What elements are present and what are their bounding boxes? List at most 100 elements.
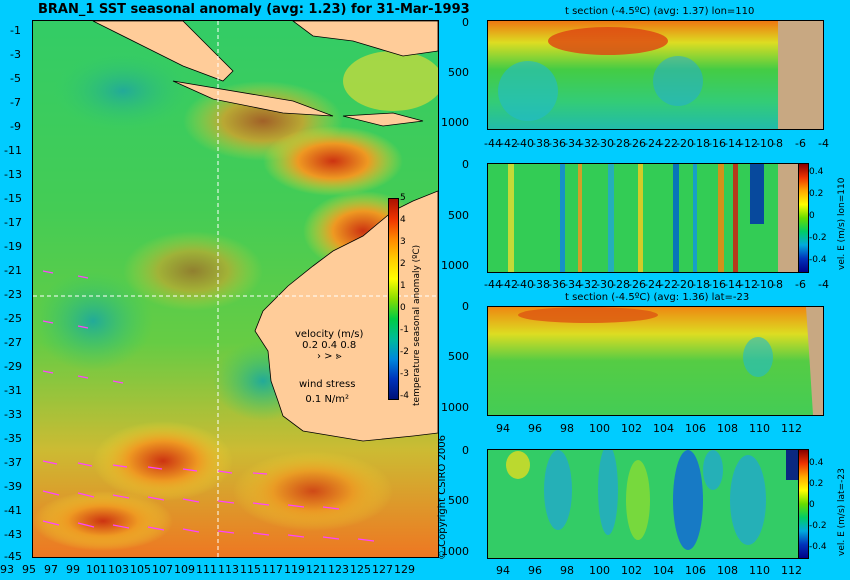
lon-tick: 111 <box>196 563 217 576</box>
p1-xtick: -4 <box>818 137 829 150</box>
lon-tick: 101 <box>86 563 107 576</box>
p3-xtick: 96 <box>528 422 542 435</box>
p3-xtick: 110 <box>749 422 770 435</box>
p1-xtick: -6 <box>795 137 806 150</box>
p3-ytick: 500 <box>448 350 469 363</box>
p4-ytick: 500 <box>448 494 469 507</box>
temp-section-field <box>488 21 823 129</box>
p2-xtick: -12 <box>740 278 758 291</box>
lon-tick: 117 <box>262 563 283 576</box>
p1-xtick: -30 <box>596 137 614 150</box>
p4-xtick: 108 <box>717 564 738 577</box>
lat-tick: -39 <box>4 480 22 493</box>
p2-xtick: -38 <box>532 278 550 291</box>
cb-tick: -3 <box>400 369 409 379</box>
velocity-arrows-icon: › > ⪢ <box>317 351 342 362</box>
p1-xtick: -28 <box>612 137 630 150</box>
vel-section-lat-23 <box>487 449 799 559</box>
p1-xtick: -22 <box>660 137 678 150</box>
lat-tick: -25 <box>4 312 22 325</box>
p2-cb-tick: -0.2 <box>809 233 827 243</box>
p3-xaxis: 94 96 98 100 102 104 106 108 110 112 <box>496 422 826 436</box>
lon-tick: 93 <box>0 563 14 576</box>
map-colorbar-label: temperature seasonal anomaly (ºC) <box>412 244 422 406</box>
lat-tick: -7 <box>10 96 21 109</box>
lat-tick: -31 <box>4 384 22 397</box>
cb-tick: -2 <box>400 347 409 357</box>
lat-tick: -27 <box>4 336 22 349</box>
p3-xtick: 98 <box>560 422 574 435</box>
p2-xtick: -6 <box>795 278 806 291</box>
p4-xtick: 98 <box>560 564 574 577</box>
lon-tick: 123 <box>328 563 349 576</box>
cb-tick: 3 <box>400 237 406 247</box>
vel-colorbar-lat-23 <box>798 449 809 559</box>
cb-tick: -1 <box>400 325 409 335</box>
p1-ytick: 1000 <box>441 116 469 129</box>
p3-ytick: 0 <box>462 300 469 313</box>
lon-tick: 109 <box>174 563 195 576</box>
p4-cb-tick: 0.2 <box>809 479 824 489</box>
lon-tick: 125 <box>350 563 371 576</box>
vel-section-field <box>488 164 798 272</box>
lon-tick: 115 <box>240 563 261 576</box>
p1-xtick: -26 <box>628 137 646 150</box>
p1-ytick: 0 <box>462 16 469 29</box>
p2-xtick: -16 <box>708 278 726 291</box>
p1-xtick: -38 <box>532 137 550 150</box>
lon-tick: 95 <box>22 563 36 576</box>
map-colorbar <box>388 198 399 400</box>
sst-anomaly-map: 5 4 3 2 1 0 -1 -2 -3 -4 temperature seas… <box>32 20 439 558</box>
lon-tick: 97 <box>44 563 58 576</box>
lat-tick: -35 <box>4 432 22 445</box>
temp-section-lat-23 <box>487 306 824 416</box>
p4-xtick: 94 <box>496 564 510 577</box>
p4-cb-label: vel. E (m/s) lat=-23 <box>837 468 847 556</box>
p1-xtick: -16 <box>708 137 726 150</box>
p3-ytick: 1000 <box>441 401 469 414</box>
lat-tick: -19 <box>4 240 22 253</box>
velocity-legend-title: velocity (m/s) <box>295 329 364 340</box>
panel1-title: t section (-4.5ºC) (avg: 1.37) lon=110 <box>565 6 755 17</box>
p2-cb-label: vel. E (m/s) lon=110 <box>837 177 847 270</box>
p2-xtick: -30 <box>596 278 614 291</box>
lat-tick: -3 <box>10 48 21 61</box>
p1-xtick: -40 <box>516 137 534 150</box>
p1-xtick: -18 <box>692 137 710 150</box>
lat-tick: -43 <box>4 528 22 541</box>
p4-cb-tick: -0.4 <box>809 542 827 552</box>
wind-legend-title: wind stress <box>299 379 356 390</box>
p3-xtick: 94 <box>496 422 510 435</box>
lat-tick: -9 <box>10 120 21 133</box>
p4-cb-tick: 0 <box>809 500 815 510</box>
p2-xtick: -34 <box>564 278 582 291</box>
cb-tick: 5 <box>400 193 406 203</box>
lon-tick: 99 <box>66 563 80 576</box>
map-colorbar-ticks: 5 4 3 2 1 0 -1 -2 -3 -4 <box>400 193 412 408</box>
p2-xtick: -14 <box>724 278 742 291</box>
p2-xtick: -10 <box>756 278 774 291</box>
wind-legend-value: 0.1 N/m² <box>305 394 350 405</box>
p2-xtick: -4 <box>818 278 829 291</box>
panel3-title: t section (-4.5ºC) (avg: 1.36) lat=-23 <box>565 292 750 303</box>
p3-xtick: 106 <box>685 422 706 435</box>
lat-tick: -1 <box>10 24 21 37</box>
p2-xtick: -26 <box>628 278 646 291</box>
p1-xtick: -20 <box>676 137 694 150</box>
p1-xtick: -12 <box>740 137 758 150</box>
lat-tick: -45 <box>4 550 22 563</box>
lat-tick: -17 <box>4 216 22 229</box>
lon-tick: 127 <box>372 563 393 576</box>
p2-xtick: -44 <box>484 278 502 291</box>
p2-xaxis: -44 -42 -40 -38 -36 -34 -32 -30 -28 -26 … <box>484 278 834 292</box>
p2-xtick: -32 <box>580 278 598 291</box>
p1-xtick: -34 <box>564 137 582 150</box>
vel-section-lon110 <box>487 163 799 273</box>
p1-xtick: -24 <box>644 137 662 150</box>
p2-xtick: -22 <box>660 278 678 291</box>
p1-xtick: -44 <box>484 137 502 150</box>
wind-legend: wind stress 0.1 N/m² <box>299 379 355 405</box>
temp-section-lat-field <box>488 307 823 415</box>
p2-cb-tick: 0.4 <box>809 167 824 177</box>
cb-tick: 4 <box>400 215 406 225</box>
